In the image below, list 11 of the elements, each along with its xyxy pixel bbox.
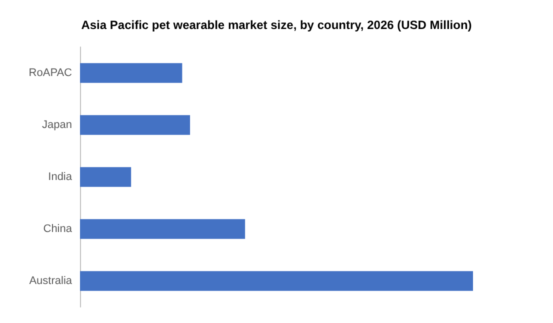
bar	[80, 63, 182, 83]
y-tick-label: Japan	[42, 119, 72, 131]
y-tick-label: India	[48, 171, 73, 183]
bar	[80, 219, 246, 239]
bar	[80, 115, 190, 135]
y-tick-label: China	[43, 223, 73, 235]
chart-title: Asia Pacific pet wearable market size, by country, 2026 (USD Million)	[81, 18, 472, 32]
y-tick-label: Australia	[29, 275, 73, 287]
bar	[80, 167, 132, 187]
y-tick-label: RoAPAC	[28, 67, 72, 79]
bar	[80, 271, 473, 291]
